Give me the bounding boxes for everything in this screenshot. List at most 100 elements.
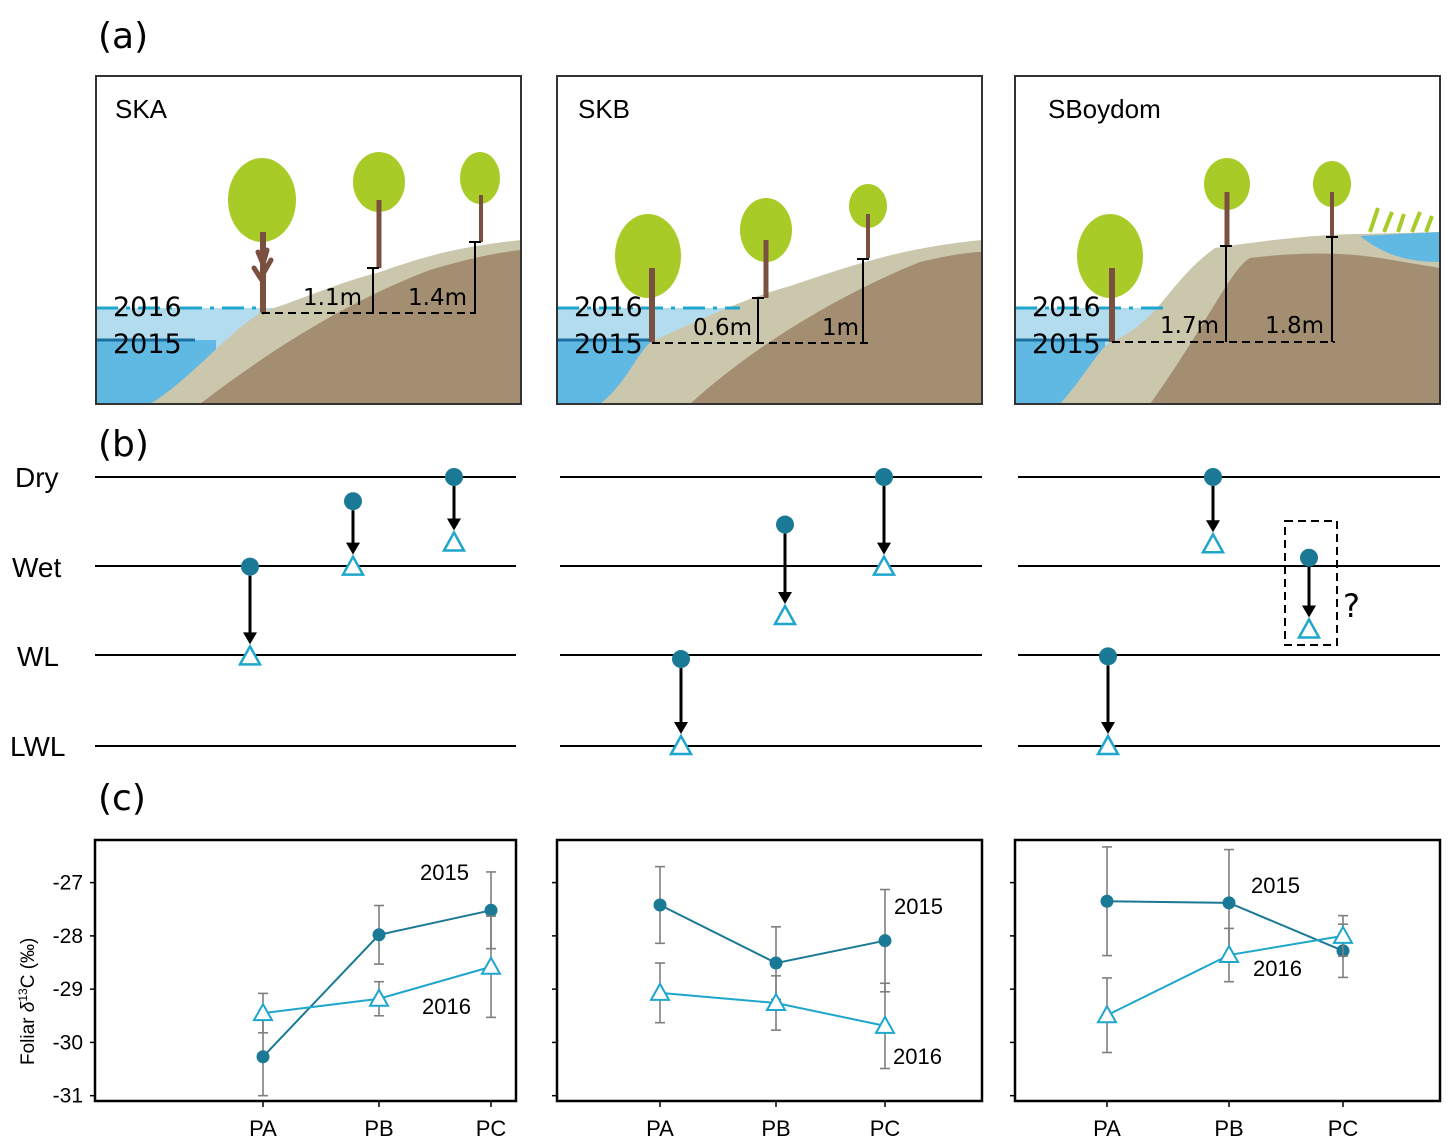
shift-ska-pa: [237, 557, 263, 666]
marker-2016: [441, 529, 467, 552]
level-label-lwl: LWL: [10, 731, 66, 762]
point-2016: [1096, 1004, 1118, 1024]
marker-2015: [875, 468, 893, 486]
year-2016-skb: 2016: [574, 292, 643, 323]
shift-arrow-head: [346, 542, 360, 555]
chart-panel-ska: -27 -28 -29 -30 -31 PA PB PC 2015 2016: [53, 838, 518, 1139]
point-2016: [368, 987, 390, 1007]
y-axis-label-sup: 13: [16, 988, 30, 1002]
series-label-2016: 2016: [893, 1044, 942, 1069]
x-tick-label: PB: [761, 1116, 790, 1139]
site-name-skb: SKB: [578, 94, 630, 124]
x-tick-label: PC: [870, 1116, 901, 1139]
marker-2015: [344, 492, 362, 511]
level-lines: [95, 476, 1440, 747]
point-2015: [372, 928, 386, 942]
chart-area: -27 -28 -29 -30 -31 PA PB PC 2015 2016 PA PB PC 2015 2…: [53, 838, 1442, 1139]
marker-2016: [1095, 733, 1121, 756]
y-axis-label-symbol: δ: [18, 1001, 39, 1012]
shift-arrow-head: [1101, 722, 1115, 735]
shift-arrow-head: [877, 542, 891, 555]
height-pc-skb: 1m: [822, 315, 859, 341]
point-2016: [252, 1002, 274, 1022]
marker-2015: [672, 650, 690, 669]
point-2015: [769, 956, 783, 970]
point-2015: [653, 898, 667, 912]
year-2015-sboydom: 2015: [1032, 329, 1101, 360]
point-2015: [878, 934, 892, 948]
point-2016: [765, 991, 787, 1011]
point-2015: [1222, 896, 1236, 910]
series-label-2016: 2016: [1253, 956, 1302, 981]
marker-2016: [871, 554, 897, 576]
height-pc-sboydom: 1.8m: [1265, 313, 1324, 339]
bedrock: [200, 250, 521, 404]
y-axis-label: Foliar δ13C (‰): [16, 938, 39, 1065]
shift-sboydom-pb: [1200, 468, 1226, 554]
marker-2016: [1200, 531, 1226, 554]
year-2016-sboydom: 2016: [1032, 292, 1101, 323]
tree-pa: [228, 158, 296, 242]
marker-2016: [772, 603, 798, 626]
series-label-2015: 2015: [1251, 873, 1300, 898]
panel-a-label: (a): [98, 16, 148, 57]
point-2015: [256, 1050, 270, 1064]
point-2015: [484, 903, 498, 917]
x-tick-label: PA: [646, 1116, 674, 1139]
shift-arrow-head: [674, 722, 688, 735]
y-tick-label: -30: [53, 1031, 83, 1054]
series-2015: [256, 871, 498, 1097]
shift-arrow-head: [447, 518, 461, 531]
site-name-sboydom: SBoydom: [1048, 94, 1161, 124]
height-pb-ska: 1.1m: [303, 285, 362, 311]
x-tick-label: PA: [249, 1116, 277, 1139]
uncertain-box: [1284, 520, 1338, 646]
shift-skb-pb: [772, 515, 798, 626]
shift-markers: [237, 468, 1322, 756]
x-tick-label: PA: [1093, 1116, 1121, 1139]
series-label-2016: 2016: [422, 994, 471, 1019]
tree-pb: [353, 152, 405, 212]
marker-2015: [1204, 468, 1222, 486]
cross-section-ska: [95, 75, 522, 405]
year-2015-ska: 2015: [113, 329, 182, 360]
cross-section-skb: [556, 75, 983, 405]
series-2016: [1096, 914, 1354, 1054]
shift-skb-pc: [871, 468, 897, 576]
marker-2015: [1099, 647, 1117, 666]
y-tick-label: -31: [53, 1085, 83, 1108]
x-tick-label: PC: [1328, 1116, 1359, 1139]
chart-panel-sboydom: PA PB PC 2015 2016: [1010, 838, 1442, 1139]
site-name-ska: SKA: [115, 94, 168, 124]
y-tick-label: -29: [53, 978, 83, 1001]
uncertain-note: ?: [1343, 587, 1360, 625]
chart-panel-skb: PA PB PC 2015 2016: [552, 838, 984, 1139]
plot-frame: [555, 838, 984, 1103]
level-label-dry: Dry: [15, 462, 59, 493]
series-2015: [653, 865, 892, 1001]
shift-arrow-head: [243, 632, 257, 645]
marker-2016: [668, 733, 694, 756]
shift-arrow-head: [1302, 605, 1316, 618]
point-2016: [1218, 944, 1240, 964]
height-pc-ska: 1.4m: [408, 285, 467, 311]
series-2016: [252, 915, 502, 1034]
point-2016: [874, 1014, 896, 1034]
shift-sboydom-pc: [1296, 548, 1322, 639]
plot-frame: [1013, 838, 1442, 1103]
y-axis-label-suffix: C (‰): [18, 938, 39, 989]
marker-2016: [1296, 616, 1322, 639]
point-2015: [1100, 894, 1114, 908]
shift-ska-pc: [441, 468, 467, 552]
series-line: [659, 904, 886, 965]
x-tick-label: PB: [364, 1116, 393, 1139]
series-2016: [649, 962, 896, 1070]
series-line: [1106, 900, 1344, 952]
tree-pc: [460, 152, 500, 204]
year-2016-ska: 2016: [113, 292, 182, 323]
shift-arrow-head: [778, 591, 792, 604]
level-label-wet: Wet: [12, 552, 61, 583]
marker-2015: [445, 468, 463, 486]
cross-section-sboydom: [1014, 75, 1441, 405]
